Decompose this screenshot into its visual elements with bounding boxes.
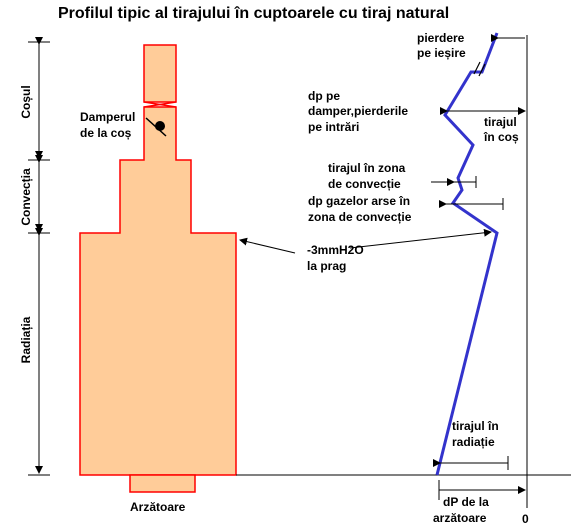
stack-draft-label-line2: în coș: [483, 130, 519, 144]
damper-loss-label-line1: dp pe: [308, 89, 340, 103]
burner-dp-label-line1: dP de la: [443, 495, 489, 509]
convection-section-label: Convecția: [19, 168, 33, 226]
radiation-section-label: Radiația: [19, 316, 33, 363]
arch-pointer-arrow: [239, 237, 296, 254]
burner-dp-label-line2: arzătoare: [433, 511, 487, 525]
chimney-break-line: [143, 101, 177, 108]
radiation-draft-label-line1: tirajul în: [452, 419, 499, 433]
furnace-body: [79, 106, 237, 476]
draft-profile-line: [435, 32, 499, 476]
damper-label-line1: Damperul: [80, 110, 135, 124]
outlet-loss-label-line2: pe ieșire: [417, 46, 466, 60]
damper-loss-label-line2: damper,pierderile: [308, 104, 408, 118]
arch-pressure-label-line1: -3mmH2O: [307, 243, 364, 257]
convection-draft-label-line1: tirajul în zona: [328, 161, 406, 175]
convection-dp-label-line1: dp gazelor arse în: [308, 194, 410, 208]
stack-draft-label-line1: tirajul: [484, 115, 517, 129]
radiation-draft-label-line2: radiație: [452, 435, 495, 449]
profile-break-mark: [478, 63, 486, 77]
damper-pivot-icon: [155, 121, 165, 131]
damper-label-line2: de la coș: [80, 126, 132, 140]
damper-loss-label-line3: pe intrări: [308, 120, 359, 134]
zero-label: 0: [522, 512, 529, 526]
diagram-title: Profilul tipic al tirajului în cuptoarel…: [58, 5, 449, 22]
arch-pointer-arrow: [349, 228, 492, 249]
furnace-outline: [79, 44, 237, 493]
arch-pressure-label-line2: la prag: [307, 259, 346, 273]
burner-block: [129, 474, 196, 493]
outlet-loss-label-line1: pierdere: [417, 31, 465, 45]
burner-label: Arzătoare: [130, 500, 186, 514]
convection-dp-label-line2: zona de convecție: [308, 210, 412, 224]
convection-draft-label-line2: de convecție: [328, 177, 401, 191]
chimney-section-label: Coșul: [19, 85, 33, 118]
profile-break-mark: [473, 61, 481, 75]
chimney-upper: [143, 44, 177, 103]
